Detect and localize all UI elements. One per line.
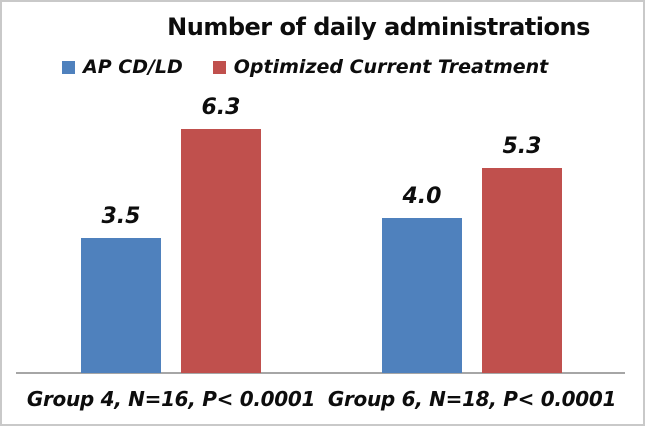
legend-item-optimized-current-treatment: Optimized Current Treatment	[212, 56, 549, 78]
legend-label: AP CD/LD	[83, 56, 183, 78]
value-label-ap-cd-ld-group-1: 3.5	[101, 204, 141, 229]
bar-optimized-current-treatment-group-1	[181, 129, 261, 373]
value-label-ap-cd-ld-group-2: 4.0	[402, 184, 442, 209]
bar-ap-cd-ld-group-2	[382, 218, 462, 373]
category-label-group-1: Group 4, N=16, P< 0.0001	[26, 387, 316, 411]
legend-swatch-icon	[212, 60, 226, 74]
value-label-optimized-current-treatment-group-1: 6.3	[201, 95, 241, 120]
bar-optimized-current-treatment-group-2	[482, 168, 562, 373]
bar-ap-cd-ld-group-1	[81, 238, 161, 373]
value-label-optimized-current-treatment-group-2: 5.3	[502, 134, 542, 159]
legend-item-ap-cd-ld: AP CD/LD	[62, 56, 183, 78]
legend-label: Optimized Current Treatment	[233, 56, 549, 78]
category-label-group-2: Group 6, N=18, P< 0.0001	[327, 387, 617, 411]
x-axis-line	[16, 372, 625, 374]
chart-title: Number of daily administrations	[167, 13, 590, 41]
chart-legend: AP CD/LD Optimized Current Treatment	[62, 54, 548, 80]
legend-swatch-icon	[62, 60, 75, 74]
